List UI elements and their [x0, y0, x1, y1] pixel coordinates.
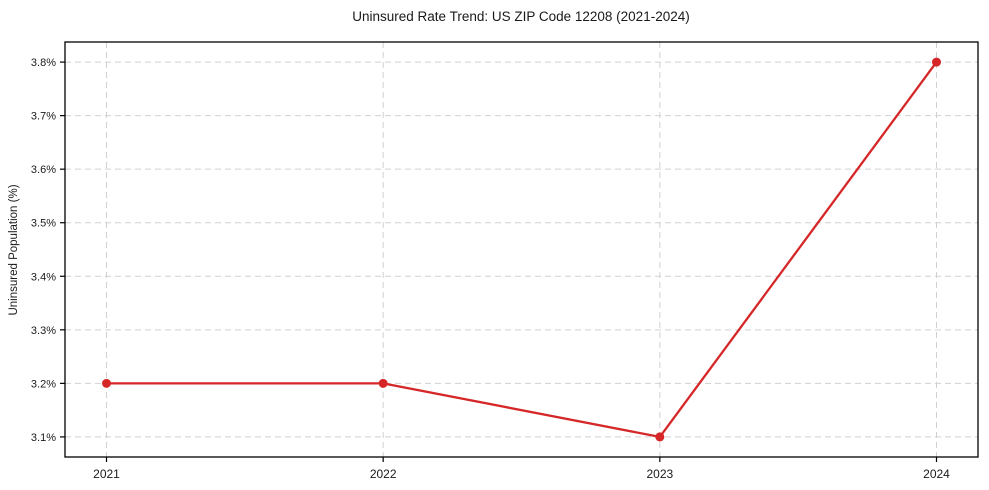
y-tick-label: 3.5% [31, 218, 56, 230]
x-tick-label: 2024 [923, 467, 950, 481]
y-tick-label: 3.1% [31, 432, 56, 444]
y-tick-label: 3.7% [31, 111, 56, 123]
data-point-marker [655, 432, 665, 442]
trend-line [105, 60, 938, 439]
x-tick-label: 2021 [93, 467, 120, 481]
data-point-marker [102, 378, 111, 388]
y-tick-label: 3.8% [31, 57, 56, 69]
x-tick-label: 2023 [646, 467, 673, 481]
y-tick-label: 3.2% [31, 378, 56, 390]
chart-title: Uninsured Rate Trend: US ZIP Code 12208 … [352, 9, 690, 24]
y-axis-label: Uninsured Population (%) [8, 184, 20, 316]
data-point-marker [932, 57, 941, 67]
y-tick-label: 3.6% [31, 164, 56, 176]
y-tick-label: 3.4% [31, 271, 56, 283]
x-tick-label: 2022 [370, 467, 397, 481]
y-tick-label: 3.3% [31, 325, 56, 337]
data-point-marker [378, 378, 388, 388]
plot-border [64, 41, 979, 458]
